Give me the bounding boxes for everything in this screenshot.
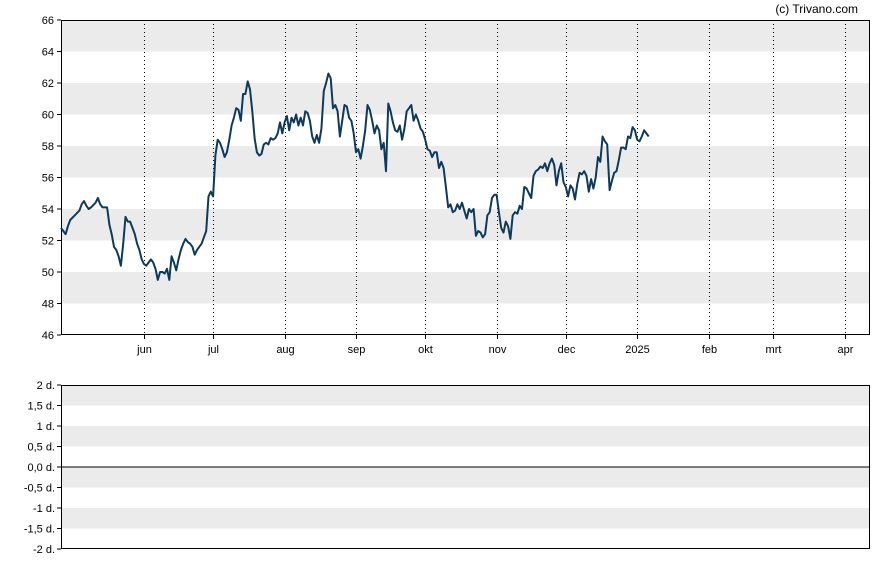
x-tick-label: mrt bbox=[766, 344, 782, 356]
grid-band bbox=[61, 272, 870, 304]
x-tick-label: sep bbox=[348, 344, 366, 356]
y-tick-label: 50 bbox=[42, 267, 54, 279]
x-tick-label: feb bbox=[702, 344, 717, 356]
y-tick-label: 60 bbox=[42, 110, 54, 122]
y-tick-label: 62 bbox=[42, 78, 54, 90]
x-tick-label: jul bbox=[207, 344, 219, 356]
grid-band bbox=[61, 20, 870, 52]
y-tick-label: 1 d. bbox=[37, 421, 55, 433]
y-tick-label: 46 bbox=[42, 330, 54, 342]
price-line bbox=[60, 72, 650, 281]
grid-band bbox=[61, 83, 870, 115]
y-tick-label: 58 bbox=[42, 141, 54, 153]
grid-band bbox=[61, 146, 870, 178]
price-chart: 46 48 50 52 54 56 58 60 62 64 66 jun jul aug sep okt nov… bbox=[42, 15, 870, 356]
x-tick-label: dec bbox=[558, 344, 576, 356]
y-tick-label: 0,0 d. bbox=[27, 462, 55, 474]
y-tick-label: -2 d. bbox=[33, 544, 55, 556]
y-tick-label: 56 bbox=[42, 173, 54, 185]
y-tick-label: 0,5 d. bbox=[27, 442, 55, 454]
y-tick-label: 66 bbox=[42, 15, 54, 27]
grid-band bbox=[61, 426, 870, 447]
plot-frame bbox=[61, 20, 870, 335]
x-tick-label: nov bbox=[489, 344, 507, 356]
x-tick-label: okt bbox=[418, 344, 433, 356]
y-tick-label: -1 d. bbox=[33, 503, 55, 515]
plot-frame bbox=[61, 385, 870, 549]
x-tick-label: 2025 bbox=[625, 344, 649, 356]
indicator-chart: -2 d. -1,5 d. -1 d. -0,5 d. 0,0 d. 0,5 d. 1 d.… bbox=[24, 380, 870, 556]
grid-band bbox=[61, 385, 870, 406]
y-tick-label: -1,5 d. bbox=[24, 524, 55, 536]
x-tick-label: jun bbox=[136, 344, 152, 356]
y-tick-label: 48 bbox=[42, 299, 54, 311]
x-tick-label: apr bbox=[838, 344, 854, 356]
grid-band bbox=[61, 467, 870, 488]
y-tick-label: 52 bbox=[42, 236, 54, 248]
y-tick-label: 64 bbox=[42, 47, 54, 59]
credit-label: (c) Trivano.com bbox=[775, 2, 858, 16]
x-tick-label: aug bbox=[276, 344, 294, 356]
y-tick-label: 1,5 d. bbox=[27, 401, 55, 413]
y-tick-label: 2 d. bbox=[37, 380, 55, 392]
y-tick-label: 54 bbox=[42, 204, 54, 216]
grid-band bbox=[61, 508, 870, 529]
y-tick-label: -0,5 d. bbox=[24, 483, 55, 495]
